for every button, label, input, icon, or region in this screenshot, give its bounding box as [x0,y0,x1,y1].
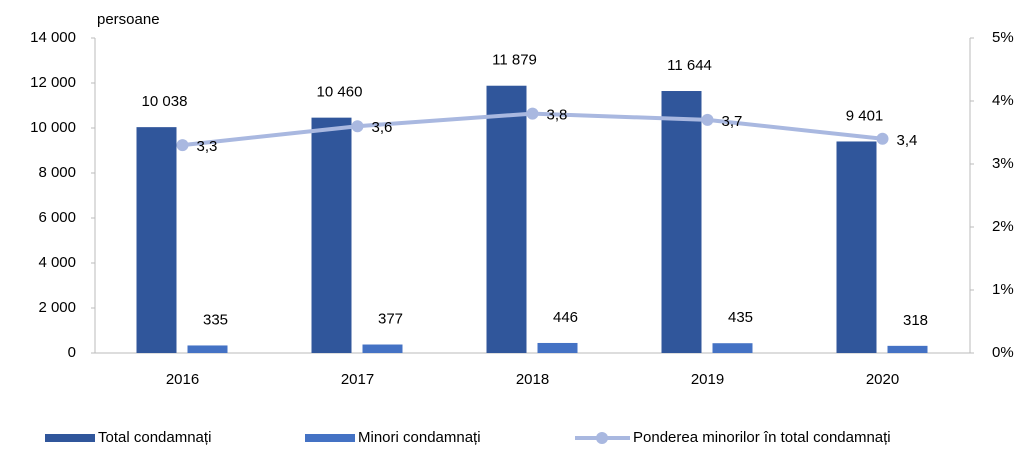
line-value-label: 3,6 [372,119,393,136]
bar [311,117,352,354]
legend-swatch [305,434,355,442]
bar-value-label: 11 879 [492,52,537,69]
line-value-label: 3,7 [722,113,743,130]
y-tick-label: 10 000 [30,119,76,136]
line-point [526,107,539,120]
bar [362,344,403,353]
legend-swatch [45,434,95,442]
legend-swatch-marker [596,432,608,444]
bar [836,141,877,353]
y-tick-label: 8 000 [38,164,76,181]
y2-tick-label: 4% [992,92,1014,109]
bar-value-label: 335 [203,311,228,328]
x-tick-label: 2020 [866,371,899,388]
x-tick-label: 2018 [516,371,549,388]
x-tick-label: 2016 [166,371,199,388]
y2-tick-label: 1% [992,281,1014,298]
bar-value-label: 318 [903,312,928,329]
bar-value-label: 377 [378,310,403,327]
bar [136,127,177,354]
bar-value-label: 446 [553,309,578,326]
bar-value-label: 11 644 [667,57,712,74]
y2-tick-label: 0% [992,344,1014,361]
legend-label: Minori condamnați [358,429,481,446]
bar-value-label: 10 038 [142,93,188,110]
y-tick-label: 0 [68,344,76,361]
y2-tick-label: 3% [992,155,1014,172]
bar [712,343,753,353]
line-point [701,113,714,126]
line-point [876,132,889,145]
y2-tick-label: 5% [992,29,1014,46]
y-tick-label: 12 000 [30,74,76,91]
bar-value-label: 435 [728,309,753,326]
line-value-label: 3,8 [547,107,568,124]
y-tick-label: 2 000 [38,299,76,316]
y-tick-label: 6 000 [38,209,76,226]
bar [661,91,702,353]
x-tick-label: 2019 [691,371,724,388]
y2-tick-label: 2% [992,218,1014,235]
y-tick-label: 14 000 [30,29,76,46]
unit-label: persoane [97,11,160,28]
line-value-label: 3,3 [197,138,218,155]
bar [887,345,928,353]
bar [537,342,578,353]
line-point [351,120,364,133]
bar-value-label: 10 460 [317,84,363,101]
legend-label: Ponderea minorilor în total condamnați [633,429,891,446]
bar-value-label: 9 401 [846,107,884,124]
bar [187,345,228,353]
x-tick-label: 2017 [341,371,374,388]
y-tick-label: 4 000 [38,254,76,271]
line-point [176,139,189,152]
line-value-label: 3,4 [897,132,918,149]
legend-label: Total condamnați [98,429,211,446]
bar [486,85,527,353]
